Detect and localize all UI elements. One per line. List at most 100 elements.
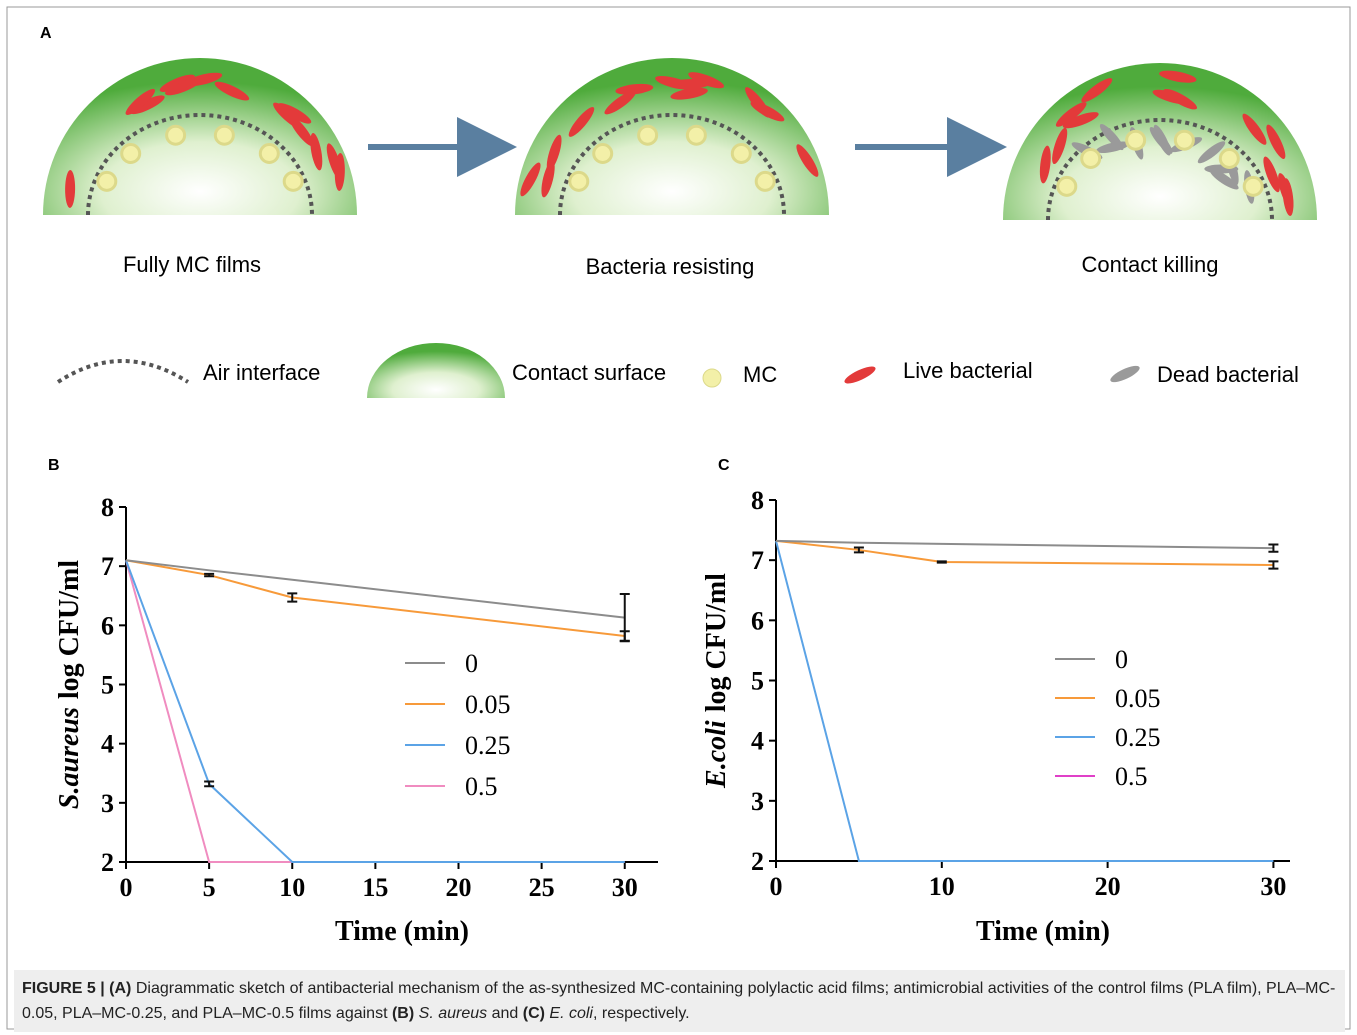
y-axis-title: S.aureus log CFU/ml [54, 560, 85, 809]
live-bacteria [796, 144, 819, 177]
error-bar [204, 780, 215, 788]
legend-label: 0.25 [1115, 723, 1161, 752]
legend-icon [56, 359, 190, 384]
legend-label: 0.05 [465, 690, 511, 719]
chart: B 2 3 4 5 6 7 8 0 5 10 15 20 25 30 Time (min) S.aureus lo… [48, 457, 658, 947]
y-tick-label: 3 [101, 789, 114, 818]
chart: C 2 3 4 5 6 7 8 0 10 20 30 Time (min) E.coli log CFU/m… [701, 457, 1290, 947]
live-bacteria [1266, 124, 1286, 159]
caption-text: S. aureus [418, 1005, 488, 1022]
live-bacteria [1152, 89, 1190, 105]
x-tick-label: 20 [1095, 872, 1121, 901]
y-axis-species: E.coli [701, 720, 732, 789]
mc-particle [213, 124, 235, 146]
live-bacteria [688, 72, 725, 89]
y-tick-label: 6 [751, 606, 764, 635]
mc-particle [1173, 129, 1195, 151]
mc-particle [1218, 148, 1240, 170]
live-bacteria [334, 152, 345, 191]
y-tick-label: 8 [751, 486, 764, 515]
y-axis-unit: log CFU/ml [701, 573, 732, 712]
dead-bacteria [1209, 169, 1239, 190]
x-tick-label: 25 [529, 873, 555, 902]
x-tick-label: 0 [120, 873, 133, 902]
legend-label: 0.25 [465, 731, 511, 760]
mc-particle [96, 170, 118, 192]
error-bar [287, 592, 298, 603]
legend-icon [367, 343, 505, 398]
mc-particle [1242, 175, 1264, 197]
x-tick-label: 10 [279, 873, 305, 902]
legend-label: MC [743, 362, 777, 387]
live-bacteria [1039, 145, 1051, 184]
live-bacteria [65, 169, 76, 208]
live-bacteria [670, 87, 708, 100]
mc-particle [258, 143, 280, 165]
diagram [43, 58, 1317, 221]
legend-label: 0 [1115, 645, 1128, 674]
error-bar [936, 560, 947, 564]
mc-particle [282, 170, 304, 192]
y-tick-label: 5 [101, 671, 114, 700]
live-bacteria [289, 115, 314, 147]
x-tick-label: 5 [203, 873, 216, 902]
caption-text: (C) [522, 1005, 545, 1022]
panel-label: B [48, 457, 60, 474]
series-line [775, 539, 1274, 566]
y-tick-label: 5 [751, 667, 764, 696]
series-line [125, 559, 625, 619]
live-bacteria [568, 106, 595, 137]
live-bacteria [1159, 70, 1197, 83]
dome [43, 58, 357, 215]
live-bacteria [1055, 102, 1087, 127]
mc-particle [730, 143, 752, 165]
x-tick-label: 10 [929, 872, 955, 901]
live-bacteria [541, 160, 555, 198]
x-tick-label: 20 [446, 873, 472, 902]
dead-bacteria [1153, 124, 1171, 156]
legend-icon [844, 366, 876, 384]
legend-label: Air interface [203, 360, 320, 385]
y-tick-label: 4 [101, 730, 114, 759]
error-bar [1268, 543, 1279, 553]
error-bar [853, 546, 864, 554]
caption-text: and [491, 1005, 519, 1022]
caption-text: E. coli [549, 1005, 593, 1022]
mc-particle [1056, 175, 1078, 197]
mc-particle [754, 170, 776, 192]
legend-label: Contact surface [512, 360, 666, 385]
live-bacteria [1062, 112, 1099, 129]
legend-label: Live bacterial [903, 358, 1033, 383]
y-tick-label: 7 [751, 546, 764, 575]
live-bacteria [1052, 127, 1068, 165]
stage-label: Fully MC films [123, 252, 261, 277]
caption-text: FIGURE 5 | (A) [22, 980, 132, 997]
y-axis-title: E.coli log CFU/ml [701, 573, 732, 789]
series-line [125, 559, 625, 863]
series-line [125, 559, 625, 863]
mc-particle [637, 124, 659, 146]
live-bacteria [1263, 156, 1280, 193]
series-line [775, 540, 1274, 862]
live-bacteria [671, 78, 710, 90]
x-axis-title: Time (min) [976, 916, 1110, 947]
mc-particle [1080, 148, 1102, 170]
legend-label: 0 [465, 649, 478, 678]
x-tick-label: 15 [362, 873, 388, 902]
legend-label: 0.05 [1115, 684, 1161, 713]
series-line [125, 559, 625, 637]
y-tick-label: 3 [751, 787, 764, 816]
legend-label: 0.5 [1115, 762, 1148, 791]
caption-text: (B) [391, 1005, 415, 1022]
mc-particle [1125, 129, 1147, 151]
stage-label: Contact killing [1082, 252, 1219, 277]
dead-bacteria [1099, 124, 1124, 151]
caption: FIGURE 5 | (A) Diagrammatic sketch of an… [14, 970, 1345, 1032]
live-bacteria [277, 103, 312, 124]
mc-particle [592, 143, 614, 165]
live-bacteria [604, 90, 636, 115]
error-bar [204, 572, 215, 578]
mc-particle [120, 143, 142, 165]
